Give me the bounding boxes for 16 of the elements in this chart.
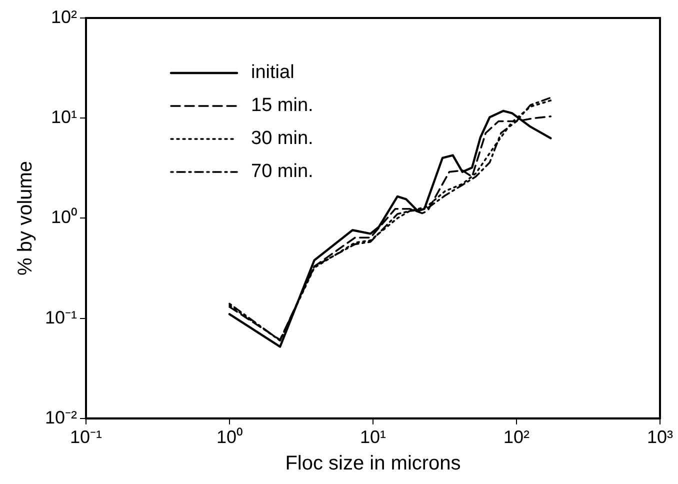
x-tick-label: 10⁰ bbox=[216, 427, 243, 448]
legend-label: 30 min. bbox=[251, 128, 314, 150]
y-tick-label: 10² bbox=[51, 6, 78, 27]
x-axis-title: Floc size in microns bbox=[285, 452, 461, 475]
x-tick-label: 10¹ bbox=[360, 427, 386, 448]
x-tick-label: 10² bbox=[503, 427, 530, 448]
legend-label: 70 min. bbox=[251, 161, 314, 182]
x-tick-label: 10³ bbox=[646, 427, 674, 448]
legend-label: initial bbox=[251, 62, 294, 84]
y-tick-label: 10⁻¹ bbox=[45, 307, 78, 328]
y-tick-label: 10⁰ bbox=[50, 207, 78, 228]
y-axis-title: % by volume bbox=[14, 160, 37, 276]
y-tick-label: 10¹ bbox=[51, 107, 78, 128]
legend-label: 15 min. bbox=[251, 95, 314, 116]
x-tick-label: 10⁻¹ bbox=[70, 427, 102, 448]
y-tick-label: 10⁻² bbox=[45, 407, 78, 428]
